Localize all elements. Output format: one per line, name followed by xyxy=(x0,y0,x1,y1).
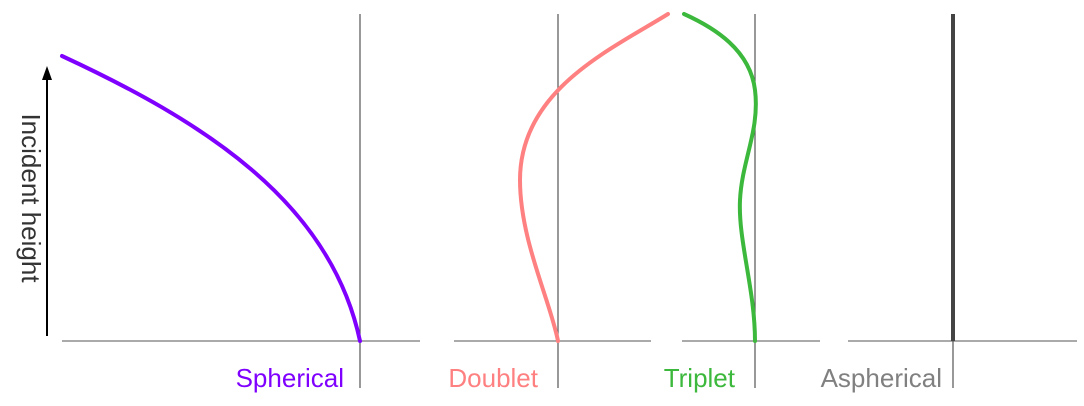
y-axis-label: Incident height xyxy=(16,113,46,283)
curve-doublet xyxy=(517,12,670,343)
panel-triplet: Triplet xyxy=(664,12,820,393)
curve-triplet xyxy=(682,12,758,343)
panel-label-doublet: Doublet xyxy=(448,363,538,393)
panel-spherical: Spherical xyxy=(60,14,420,393)
panel-aspherical: Aspherical xyxy=(821,14,1077,393)
panel-label-triplet: Triplet xyxy=(664,363,736,393)
curve-spherical xyxy=(60,54,362,343)
panel-label-spherical: Spherical xyxy=(236,363,344,393)
panel-label-aspherical: Aspherical xyxy=(821,363,942,393)
y-axis-arrowhead-icon xyxy=(42,66,52,80)
y-axis: Incident height xyxy=(16,66,52,336)
panel-doublet: Doublet xyxy=(448,12,670,393)
